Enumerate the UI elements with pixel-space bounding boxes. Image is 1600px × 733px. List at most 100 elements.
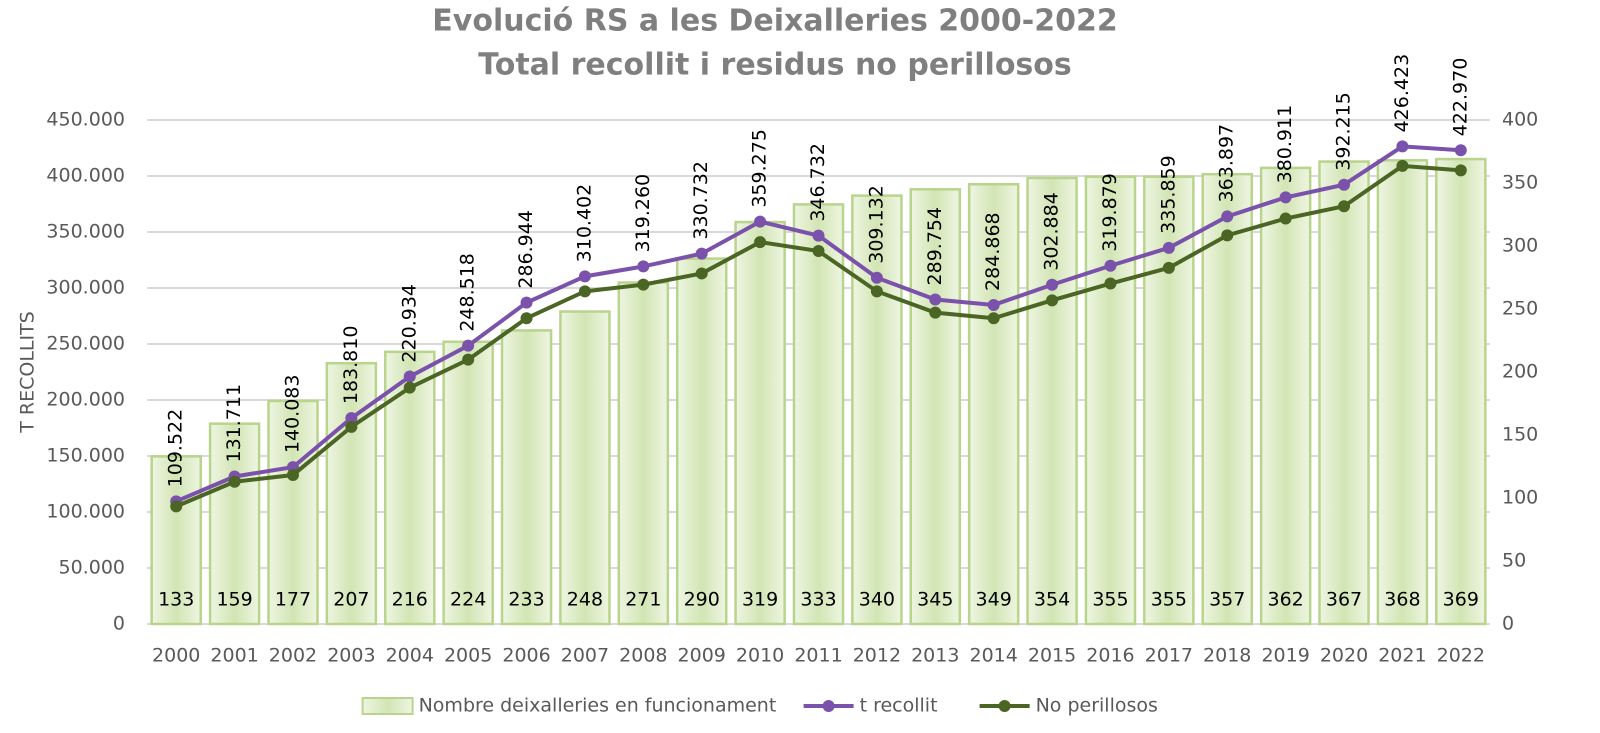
line-value-label: 140.083	[281, 375, 303, 454]
line-marker	[286, 469, 299, 482]
line-marker	[345, 412, 358, 425]
bar-value-label: 357	[1209, 589, 1245, 611]
line-value-label: 319.260	[632, 174, 654, 253]
line-marker	[929, 306, 942, 319]
bar	[442, 340, 494, 626]
x-tick-label: 2006	[502, 645, 550, 667]
bar-value-label: 367	[1326, 589, 1362, 611]
y2-tick-label: 0	[1502, 613, 1514, 635]
line-marker	[578, 285, 591, 298]
x-tick-label: 2008	[619, 645, 667, 667]
line-value-label: 392.215	[1333, 92, 1355, 171]
bar	[734, 220, 786, 626]
line-marker	[870, 271, 883, 284]
x-tick-label: 2002	[269, 645, 317, 667]
line-marker	[812, 229, 825, 242]
bar-value-label: 368	[1384, 589, 1420, 611]
y-tick-label: 450.000	[46, 109, 125, 131]
y-tick-label: 250.000	[46, 333, 125, 355]
line-marker	[695, 267, 708, 280]
x-tick-label: 2003	[327, 645, 375, 667]
y2-tick-label: 350	[1502, 172, 1538, 194]
line-marker	[520, 312, 533, 325]
line-marker	[462, 353, 475, 366]
y-tick-label: 300.000	[46, 277, 125, 299]
line-marker	[1162, 241, 1175, 254]
line-value-label: 183.810	[340, 326, 362, 405]
legend-marker	[822, 700, 835, 712]
bar	[1376, 159, 1429, 626]
bar	[559, 310, 611, 626]
x-tick-label: 2022	[1437, 645, 1485, 667]
line-marker	[1279, 191, 1292, 204]
bar-value-label: 362	[1267, 589, 1303, 611]
line-value-label: 248.518	[457, 253, 479, 332]
y-tick-label: 350.000	[46, 221, 125, 243]
bar-value-label: 248	[567, 589, 603, 611]
bar-value-label: 354	[1034, 589, 1070, 611]
x-tick-label: 2017	[1145, 645, 1193, 667]
bar	[909, 188, 962, 626]
line-value-label: 422.970	[1449, 58, 1471, 137]
bar-value-label: 159	[216, 589, 252, 611]
bar	[1084, 175, 1137, 626]
bar-value-label: 216	[392, 589, 428, 611]
x-tick-label: 2012	[853, 645, 901, 667]
y2-tick-label: 100	[1502, 487, 1538, 509]
bar-value-label: 369	[1443, 589, 1479, 611]
chart-title: Evolució RS a les Deixalleries 2000-2022	[432, 4, 1117, 39]
line-marker	[1104, 277, 1117, 290]
y2-tick-label: 250	[1502, 298, 1538, 320]
bar-value-label: 349	[976, 589, 1012, 611]
x-tick-label: 2004	[386, 645, 434, 667]
line-marker	[870, 285, 883, 298]
line-marker	[754, 236, 767, 249]
line-marker	[1046, 278, 1059, 291]
line-value-label: 319.879	[1099, 173, 1121, 252]
line-marker	[1104, 259, 1117, 272]
line-marker	[403, 370, 416, 383]
y2-tick-label: 300	[1502, 235, 1538, 257]
line-value-label: 284.868	[982, 212, 1004, 291]
line-marker	[228, 475, 241, 488]
line-marker	[1279, 212, 1292, 225]
line-marker	[578, 270, 591, 283]
bar-value-label: 319	[742, 589, 778, 611]
bar-value-label: 177	[275, 589, 311, 611]
bar-value-label: 207	[333, 589, 369, 611]
bar	[1259, 166, 1312, 626]
y-tick-label: 50.000	[59, 557, 125, 579]
y-tick-label: 400.000	[46, 165, 125, 187]
line-marker	[1396, 159, 1409, 172]
line-marker	[754, 215, 767, 228]
line-value-label: 330.732	[690, 161, 712, 240]
bar	[675, 257, 728, 626]
chart-subtitle: Total recollit i residus no perillosos	[478, 48, 1072, 83]
line-marker	[1454, 164, 1467, 177]
bar-value-label: 224	[450, 589, 486, 611]
line-marker	[1221, 210, 1234, 223]
line-value-label: 310.402	[573, 184, 595, 263]
legend-swatch	[361, 697, 414, 715]
line-marker	[1396, 140, 1409, 153]
line-marker	[987, 298, 1000, 311]
line-value-label: 335.859	[1157, 155, 1179, 234]
legend-label: Nombre deixalleries en funcionament	[419, 695, 777, 717]
x-tick-label: 2001	[210, 645, 258, 667]
bar	[208, 422, 261, 626]
x-tick-label: 2005	[444, 645, 492, 667]
x-tick-label: 2021	[1378, 645, 1426, 667]
bar-value-label: 233	[508, 589, 544, 611]
bar	[1435, 157, 1487, 626]
y2-tick-label: 50	[1502, 550, 1526, 572]
y2-tick-label: 150	[1502, 424, 1538, 446]
bar	[267, 399, 319, 626]
line-value-label: 309.132	[865, 185, 887, 264]
line-value-label: 426.423	[1391, 54, 1413, 133]
line-value-label: 289.754	[924, 207, 946, 286]
y-tick-label: 0	[113, 613, 125, 635]
line-marker	[637, 278, 650, 291]
y2-tick-label: 400	[1502, 109, 1538, 131]
bar	[967, 183, 1020, 626]
